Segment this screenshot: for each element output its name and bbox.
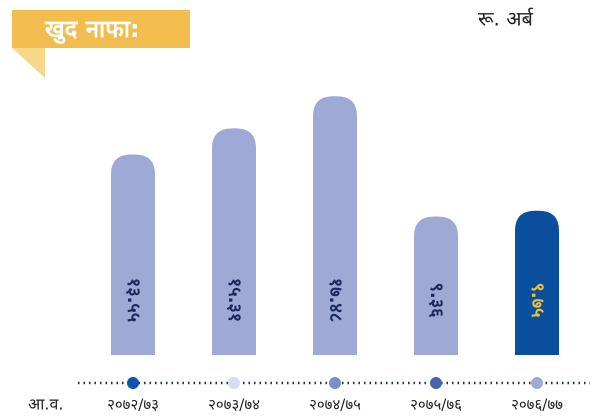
bar	[414, 216, 458, 355]
timeline-dot	[228, 377, 240, 389]
title-ribbon	[12, 10, 190, 48]
chart-title: खुद नाफा:	[44, 15, 140, 44]
bar-value-label: १३.५५	[123, 278, 144, 322]
bar-value-label: १७.४८	[325, 278, 346, 322]
bar-value-label: १५.३१	[224, 278, 245, 322]
ribbon-fold	[12, 48, 45, 78]
bar	[212, 128, 256, 355]
bar	[515, 210, 559, 355]
x-tick-label: २०७२/७३	[107, 396, 159, 414]
timeline-dot	[127, 377, 139, 389]
x-tick-label: २०७६/७७	[511, 396, 563, 414]
bar	[111, 154, 155, 355]
bar	[313, 96, 357, 356]
bar-value-label: ९.७५	[527, 283, 548, 318]
x-tick-label: २०७३/७४	[208, 396, 260, 414]
timeline-dot	[329, 377, 341, 389]
unit-label: रू. अर्ब	[478, 7, 534, 31]
bar-value-label: ९.३६	[426, 283, 447, 319]
x-axis-label: आ.व.	[28, 395, 63, 414]
timeline-dot	[531, 377, 543, 389]
x-tick-label: २०७५/७६	[410, 396, 462, 414]
x-tick-label: २०७४/७५	[309, 396, 361, 414]
timeline-dot	[430, 377, 442, 389]
